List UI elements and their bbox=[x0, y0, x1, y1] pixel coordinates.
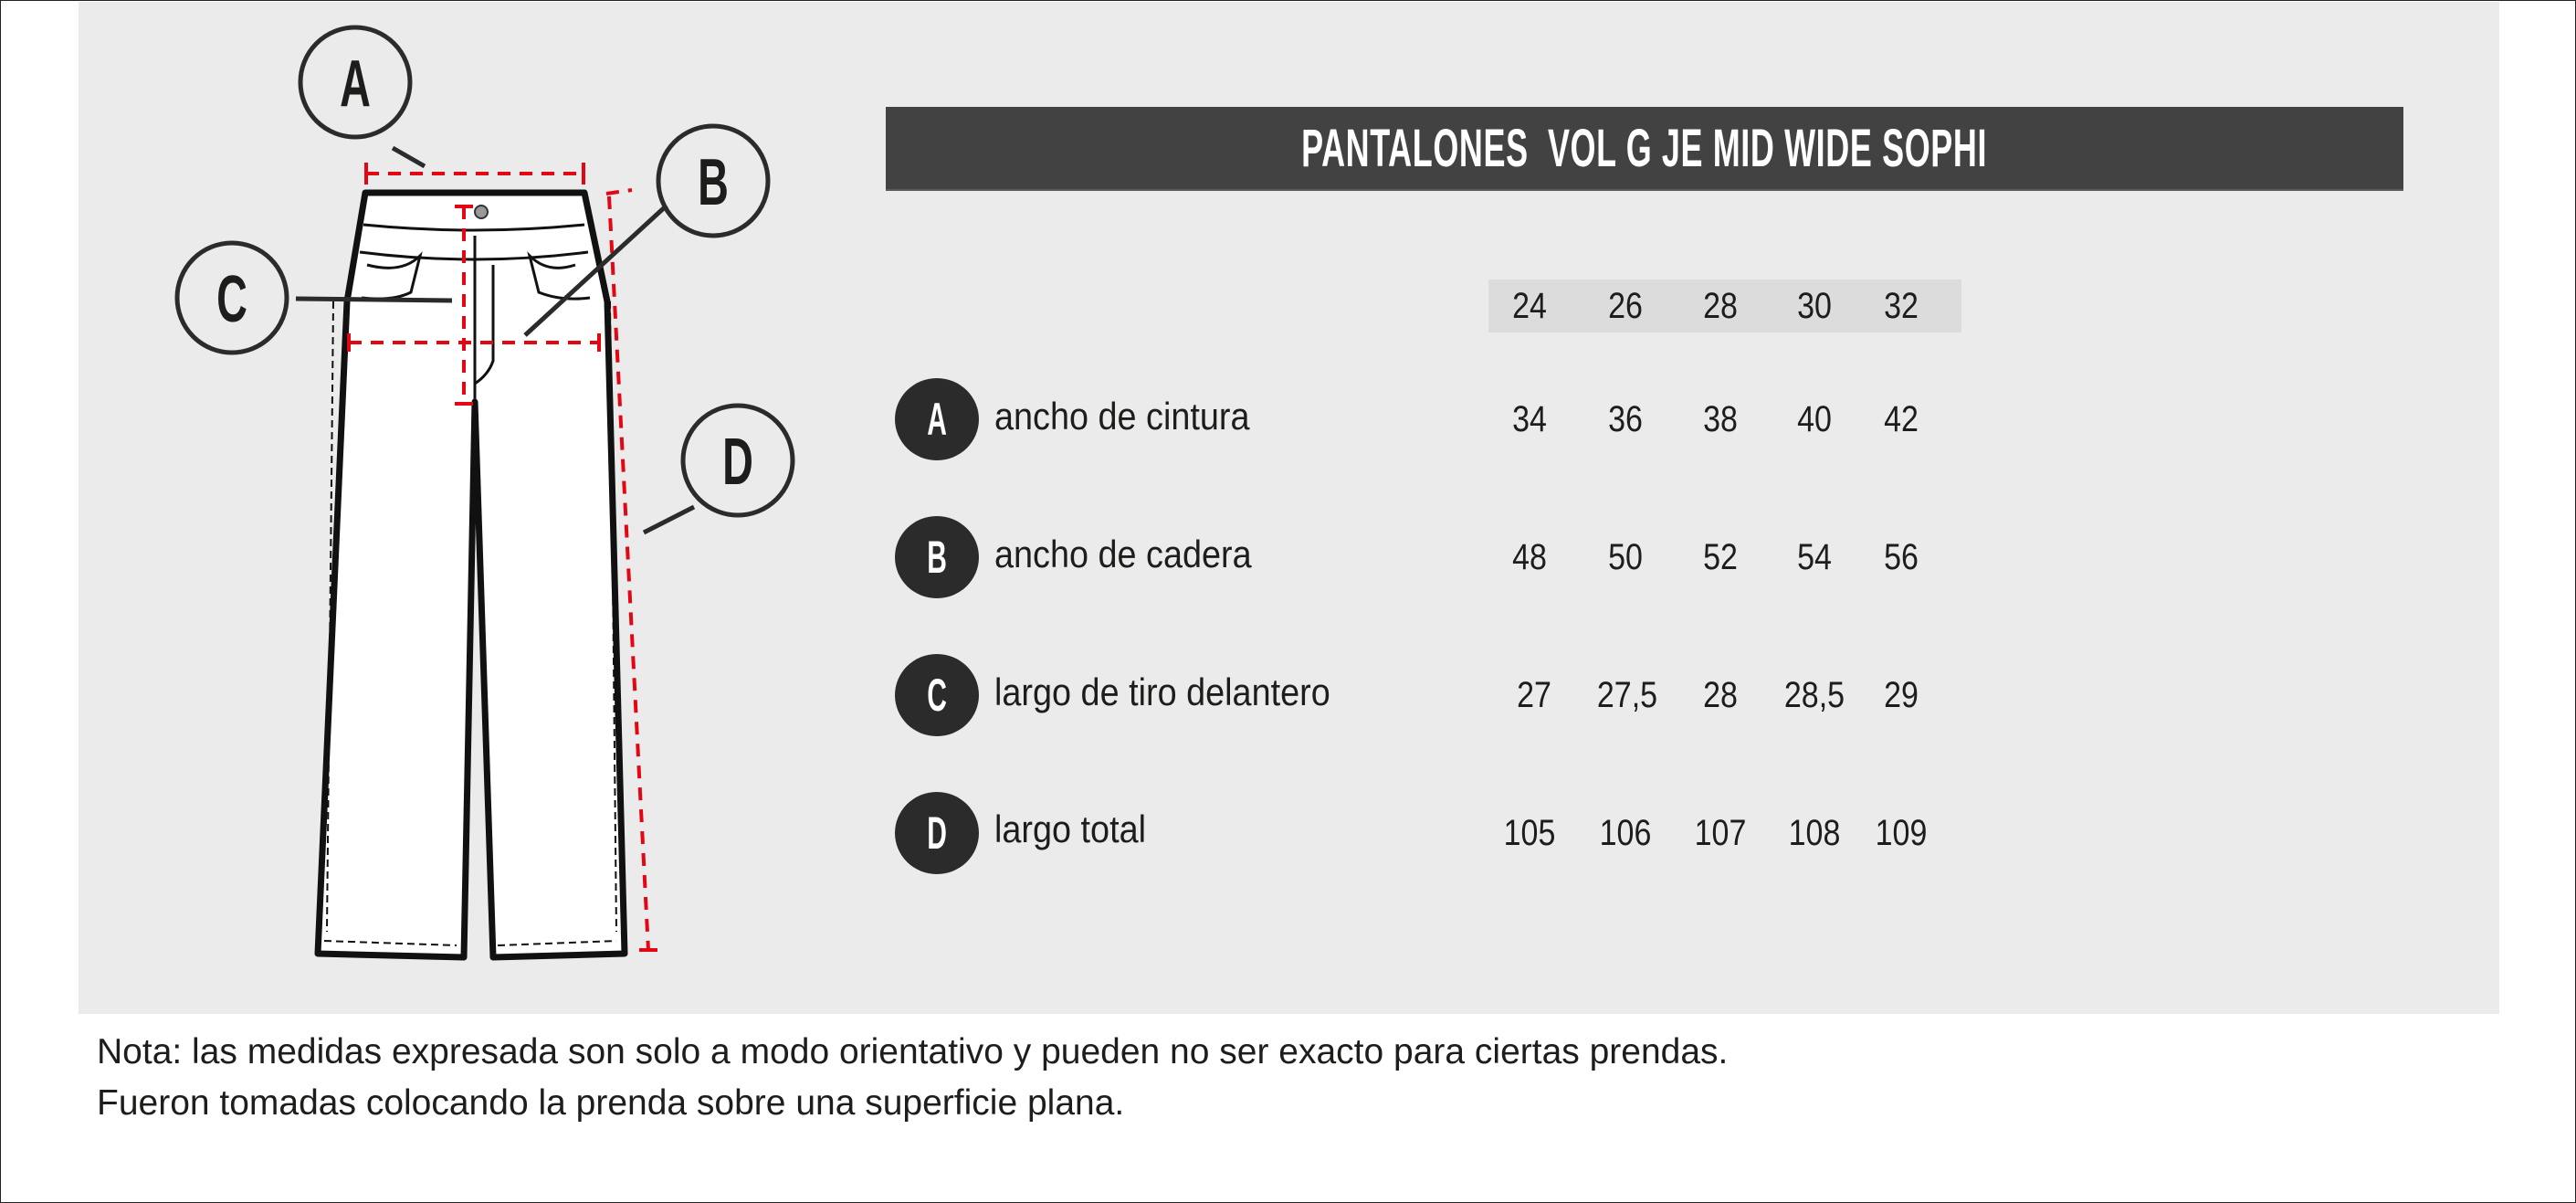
pants-outline bbox=[314, 189, 628, 961]
callout-d-circle bbox=[680, 403, 795, 518]
waistband-line bbox=[363, 223, 585, 232]
note-line-2: Fueron tomadas colocando la prenda sobre… bbox=[97, 1083, 1125, 1123]
measurement-value: 105 bbox=[1503, 813, 1556, 853]
measurement-label: largo de tiro delantero bbox=[994, 670, 1330, 713]
size-label: 26 bbox=[1608, 286, 1643, 326]
measurement-value: 40 bbox=[1797, 399, 1832, 439]
measurement-value: 34 bbox=[1512, 399, 1547, 439]
measurement-value: 48 bbox=[1512, 537, 1547, 577]
size-label: 28 bbox=[1703, 286, 1738, 326]
measurement-value: 56 bbox=[1884, 537, 1919, 577]
callout-leaders bbox=[295, 145, 696, 535]
measure-lines bbox=[347, 163, 657, 952]
measurement-value: 36 bbox=[1608, 399, 1643, 439]
measurement-value: 107 bbox=[1694, 813, 1747, 853]
callout-b-circle bbox=[656, 123, 771, 238]
measurement-value: 28 bbox=[1703, 675, 1738, 715]
measurement-value: 108 bbox=[1788, 813, 1841, 853]
size-label: 30 bbox=[1797, 286, 1832, 326]
measurement-value: 27,5 bbox=[1596, 675, 1658, 715]
measurement-value: 27 bbox=[1517, 675, 1551, 715]
measurement-value: 28,5 bbox=[1783, 675, 1845, 715]
product-title: PANTALONES VOL G JE MID WIDE SOPHI bbox=[1301, 118, 1988, 178]
button-icon bbox=[474, 205, 489, 219]
size-label: 32 bbox=[1884, 286, 1919, 326]
callout-c-circle bbox=[174, 240, 289, 355]
measurement-value: 54 bbox=[1797, 537, 1832, 577]
callout-b-letter: B bbox=[698, 145, 729, 219]
letter-badge-a: A bbox=[895, 378, 979, 460]
measurement-value: 52 bbox=[1703, 537, 1738, 577]
measurement-value: 38 bbox=[1703, 399, 1738, 439]
note-line-1: Nota: las medidas expresada son solo a m… bbox=[97, 1032, 1729, 1071]
size-header bbox=[1488, 280, 1961, 332]
measurement-value: 50 bbox=[1608, 537, 1643, 577]
size-label: 24 bbox=[1512, 286, 1547, 326]
letter-badge-b: B bbox=[895, 516, 979, 598]
measurement-label: ancho de cintura bbox=[994, 395, 1250, 438]
measurement-value: 109 bbox=[1875, 813, 1928, 853]
callout-c-letter: C bbox=[216, 262, 247, 336]
letter-badge-d: D bbox=[895, 792, 979, 874]
measurement-label: largo total bbox=[994, 807, 1147, 850]
callout-d-letter: D bbox=[722, 425, 753, 499]
measurement-value: 29 bbox=[1884, 675, 1919, 715]
measurement-value: 42 bbox=[1884, 399, 1919, 439]
measurement-value: 106 bbox=[1599, 813, 1652, 853]
callout-a-circle bbox=[298, 25, 413, 140]
callout-a-letter: A bbox=[340, 47, 371, 121]
letter-badge-c: C bbox=[895, 654, 979, 736]
product-title-bar: PANTALONES VOL G JE MID WIDE SOPHI bbox=[886, 107, 2403, 191]
measurement-label: ancho de cadera bbox=[994, 533, 1252, 575]
